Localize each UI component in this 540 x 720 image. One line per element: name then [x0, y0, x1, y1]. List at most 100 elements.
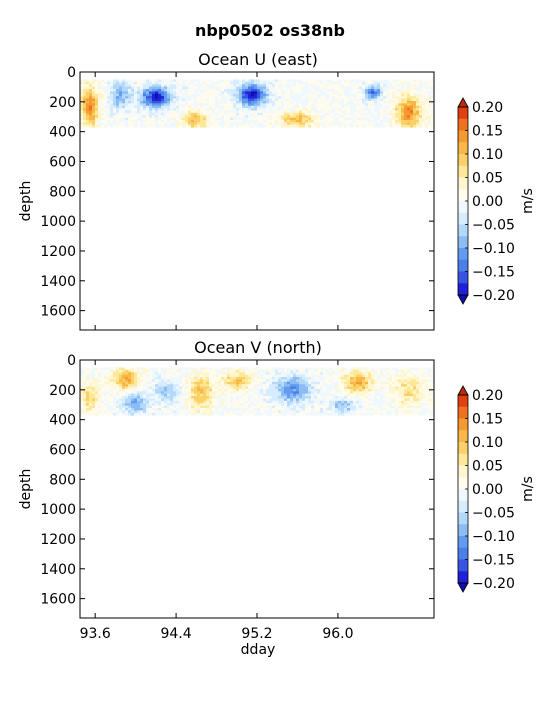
heatmap-cell: [98, 412, 102, 416]
heatmap-cell: [89, 408, 93, 411]
heatmap-cell: [362, 108, 366, 111]
heatmap-cell: [329, 388, 333, 392]
heatmap-cell: [155, 396, 159, 399]
heatmap-cell: [215, 398, 219, 402]
heatmap-cell: [101, 120, 105, 123]
heatmap-cell: [323, 408, 327, 411]
heatmap-cell: [242, 86, 246, 90]
heatmap-cell: [176, 379, 180, 383]
heatmap-cell: [287, 367, 291, 371]
heatmap-cell: [128, 369, 132, 373]
heatmap-cell: [209, 379, 213, 383]
heatmap-cell: [209, 86, 213, 90]
heatmap-cell: [221, 408, 225, 411]
heatmap-cell: [218, 112, 222, 116]
heatmap-cell: [368, 86, 372, 90]
heatmap-cell: [233, 110, 237, 114]
heatmap-cell: [275, 110, 279, 114]
heatmap-cell: [125, 367, 129, 371]
heatmap-cell: [158, 374, 162, 378]
heatmap-cell: [377, 410, 381, 414]
heatmap-cell: [155, 93, 159, 97]
heatmap-cell: [368, 367, 372, 371]
heatmap-cell: [386, 120, 390, 123]
heatmap-cell: [368, 398, 372, 402]
heatmap-cell: [422, 410, 426, 414]
heatmap-cell: [104, 91, 108, 95]
heatmap-cell: [272, 393, 276, 397]
heatmap-cell: [173, 108, 177, 111]
heatmap-cell: [200, 79, 204, 83]
heatmap-cell: [203, 379, 207, 383]
heatmap-cell: [419, 89, 423, 92]
heatmap-cell: [302, 108, 306, 111]
heatmap-cell: [290, 96, 294, 99]
heatmap-cell: [416, 96, 420, 99]
heatmap-cell: [143, 91, 147, 95]
heatmap-cell: [305, 103, 309, 107]
colorbar-tick-label: −0.05: [472, 218, 515, 234]
heatmap-cell: [170, 367, 174, 371]
heatmap-cell: [263, 110, 267, 114]
heatmap-cell: [86, 391, 90, 395]
heatmap-cell: [422, 96, 426, 99]
heatmap-cell: [80, 86, 84, 90]
heatmap-cell: [200, 377, 204, 380]
heatmap-cell: [161, 79, 165, 83]
heatmap-cell: [425, 105, 429, 109]
heatmap-cell: [182, 124, 186, 128]
heatmap-cell: [161, 117, 165, 121]
heatmap-cell: [185, 81, 189, 85]
heatmap-cell: [254, 412, 258, 416]
heatmap-cell: [104, 398, 108, 402]
heatmap-cell: [116, 410, 120, 414]
heatmap-cell: [89, 377, 93, 380]
heatmap-cell: [410, 105, 414, 109]
heatmap-cell: [209, 396, 213, 399]
heatmap-cell: [416, 89, 420, 92]
heatmap-cell: [389, 91, 393, 95]
heatmap-cell: [374, 98, 378, 102]
heatmap-cell: [182, 91, 186, 95]
colorbar-swatch: [458, 248, 468, 261]
heatmap-cell: [218, 108, 222, 111]
heatmap-cell: [134, 391, 138, 395]
heatmap-cell: [362, 105, 366, 109]
heatmap-cell: [392, 384, 396, 387]
heatmap-cell: [104, 381, 108, 385]
heatmap-cell: [104, 377, 108, 380]
heatmap-cell: [302, 112, 306, 116]
heatmap-cell: [110, 124, 114, 128]
heatmap-cell: [302, 122, 306, 126]
heatmap-cell: [422, 408, 426, 411]
heatmap-cell: [266, 81, 270, 85]
heatmap-cell: [110, 388, 114, 392]
heatmap-cell: [359, 117, 363, 121]
colorbar-swatch: [458, 418, 468, 431]
heatmap-cell: [314, 396, 318, 399]
heatmap-cell: [302, 98, 306, 102]
heatmap-cell: [104, 100, 108, 104]
heatmap-cell: [380, 393, 384, 397]
heatmap-cell: [281, 100, 285, 104]
heatmap-cell: [236, 412, 240, 416]
heatmap-cell: [398, 403, 402, 407]
heatmap-cell: [332, 410, 336, 414]
heatmap-cell: [197, 91, 201, 95]
heatmap-cell: [194, 405, 198, 409]
heatmap-cell: [401, 393, 405, 397]
heatmap-cell: [428, 384, 432, 387]
heatmap-cell: [329, 98, 333, 102]
heatmap-cell: [320, 412, 324, 416]
heatmap-cell: [152, 108, 156, 111]
heatmap-cell: [221, 379, 225, 383]
heatmap-cell: [305, 372, 309, 376]
heatmap-cell: [110, 89, 114, 92]
heatmap-cell: [221, 93, 225, 97]
heatmap-cell: [350, 372, 354, 376]
heatmap-cell: [110, 410, 114, 414]
heatmap-cell: [263, 408, 267, 411]
heatmap-cell: [305, 369, 309, 373]
heatmap-cell: [299, 84, 303, 88]
heatmap-cell: [266, 377, 270, 380]
